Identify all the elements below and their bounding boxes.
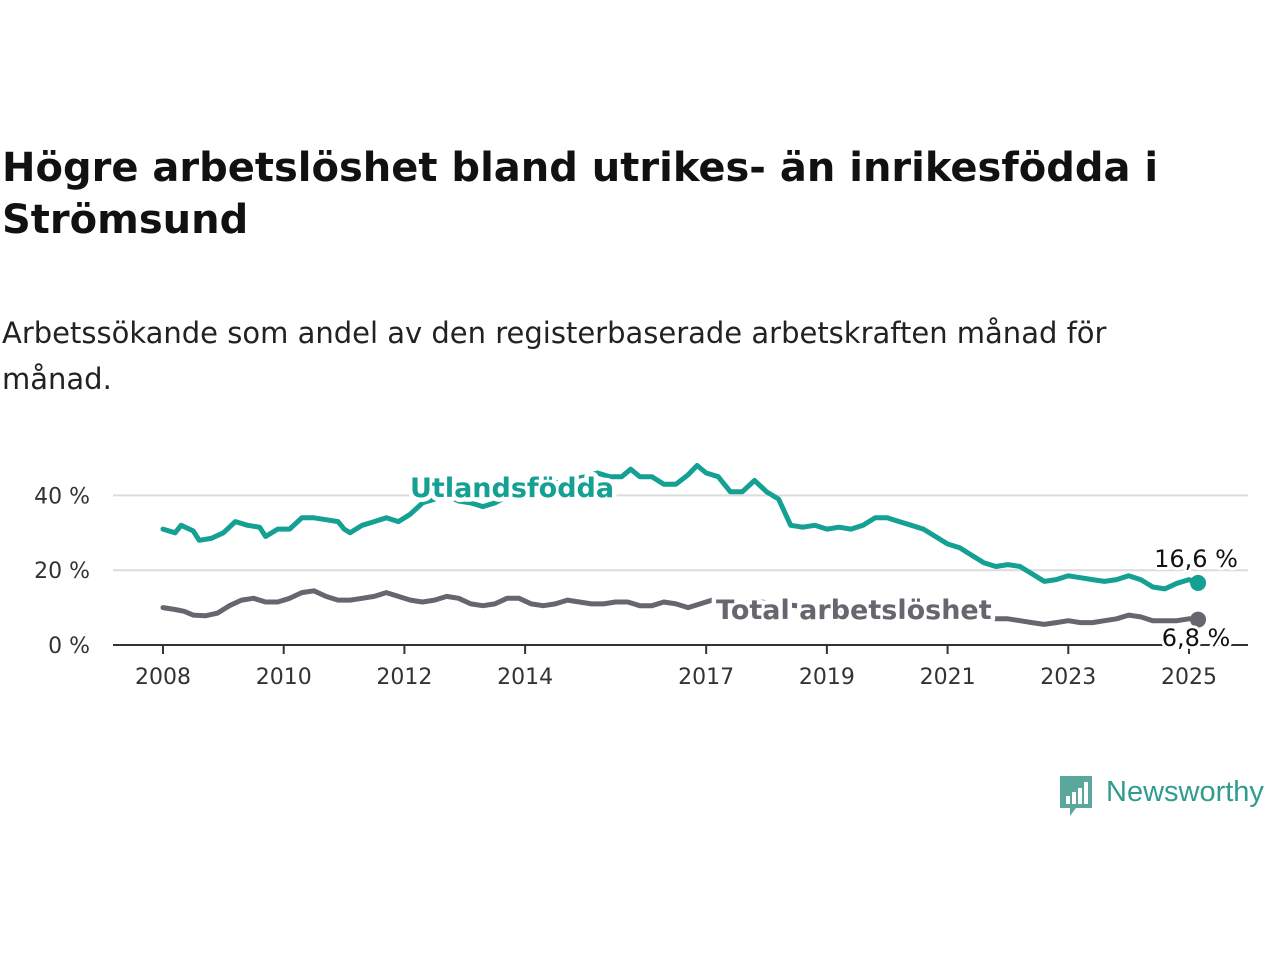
bar-chart-speech-bubble-icon: [1060, 776, 1092, 816]
gridlines: [113, 494, 1248, 572]
x-tick-label: 2017: [678, 665, 734, 690]
utlandsfodda-series-label: Utlandsfödda: [410, 473, 614, 504]
utlandsfodda-end-point: [1190, 574, 1207, 591]
series: [160, 463, 1207, 628]
x-tick-label: 2014: [497, 665, 553, 690]
total-series-line: [160, 588, 1201, 627]
newsworthy-logo: Newsworthy: [1058, 774, 1278, 820]
x-tick-label: 2012: [376, 665, 432, 690]
axes: 0 % 20 % 40 % 2008 2010 2012 2014 2017 2019 2021 2…: [34, 484, 1248, 690]
logo-text: Newsworthy: [1106, 776, 1264, 808]
x-tick-label: 2010: [256, 665, 312, 690]
x-tick-label: 2021: [920, 665, 976, 690]
x-tick-label: 2019: [799, 665, 855, 690]
series-labels: Utlandsfödda Total arbetslöshet 16,6 % 6,8 …: [406, 469, 1241, 656]
total-end-point: [1190, 611, 1207, 628]
x-tick-label: 2008: [135, 665, 191, 690]
utlandsfodda-series-line: [160, 463, 1201, 592]
utlandsfodda-end-label: 16,6 %: [1154, 545, 1238, 573]
total-end-label: 6,8 %: [1162, 624, 1231, 652]
chart-title: Högre arbetslöshet bland utrikes- än inr…: [2, 145, 1159, 243]
chart-subtitle: Arbetssökande som andel av den registerb…: [2, 316, 1107, 396]
line-chart: 0 % 20 % 40 % 2008 2010 2012 2014 2017 2019 2021 2…: [34, 463, 1248, 690]
total-series-label: Total arbetslöshet: [716, 595, 992, 626]
x-tick-label: 2025: [1161, 665, 1217, 690]
y-tick-label: 40 %: [34, 484, 90, 509]
x-tick-label: 2023: [1040, 665, 1096, 690]
y-tick-label: 0 %: [48, 634, 90, 659]
y-tick-label: 20 %: [34, 559, 90, 584]
